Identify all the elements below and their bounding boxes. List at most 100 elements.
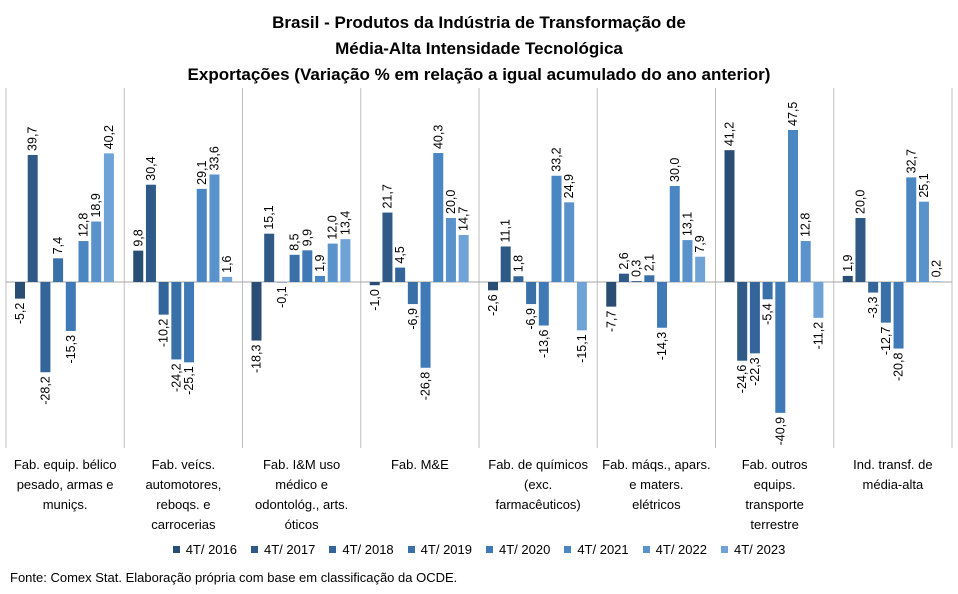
category-label: transporte — [745, 497, 804, 512]
legend-item: 4T/ 2020 — [486, 542, 550, 557]
data-label: 20,0 — [444, 190, 458, 214]
data-label: -12,7 — [879, 327, 893, 356]
legend-item: 4T/ 2018 — [329, 542, 394, 557]
data-label: -18,3 — [250, 345, 264, 374]
bar — [433, 153, 444, 282]
bar — [695, 256, 706, 282]
data-label: -24,6 — [735, 365, 749, 394]
category-label: Fab. I&M uso — [263, 457, 340, 472]
bar — [931, 281, 942, 282]
data-label: -5,2 — [13, 303, 27, 325]
bar — [737, 282, 748, 361]
bar — [775, 282, 786, 413]
legend-swatch — [720, 546, 728, 553]
bar — [749, 282, 760, 354]
legend-label: 4T/ 2019 — [420, 542, 472, 557]
legend-label: 4T/ 2020 — [499, 542, 551, 557]
bar — [251, 282, 262, 341]
bar — [276, 282, 287, 283]
legend-label: 4T/ 2017 — [264, 542, 316, 557]
category-label: reboqs. e — [156, 497, 210, 512]
data-label: 33,6 — [207, 146, 221, 170]
bar — [788, 130, 798, 282]
data-label: 11,1 — [499, 219, 513, 242]
data-label: 12,0 — [326, 215, 340, 239]
data-label: 0,2 — [930, 260, 944, 277]
bar — [15, 282, 25, 299]
category-label: automotores, — [145, 477, 221, 492]
bar — [145, 184, 156, 282]
data-label: -20,8 — [892, 353, 906, 382]
bar — [395, 267, 406, 282]
category-label: média-alta — [863, 477, 924, 492]
data-label: 2,1 — [642, 254, 656, 271]
bar — [209, 174, 220, 282]
data-label: -22,3 — [748, 357, 762, 386]
data-label: -15,3 — [64, 335, 78, 364]
bar — [644, 275, 655, 282]
bar — [340, 239, 351, 282]
category-label: Fab. outros — [742, 457, 808, 472]
data-label: 1,8 — [511, 255, 525, 272]
bar — [369, 282, 380, 286]
category-label: Ind. transf. de — [853, 457, 933, 472]
category-label: Fab. veícs. — [152, 457, 216, 472]
bar — [762, 282, 773, 300]
bar — [813, 282, 824, 318]
legend-swatch — [329, 546, 337, 553]
data-label: 13,1 — [680, 212, 694, 236]
bar — [906, 177, 917, 282]
category-label: médico e — [275, 477, 328, 492]
bar — [551, 175, 562, 282]
category-label: Fab. máqs., apars. — [602, 457, 710, 472]
data-label: 8,5 — [288, 233, 302, 250]
data-label: 9,9 — [300, 229, 314, 246]
legend-item: 4T/ 2023 — [720, 542, 785, 557]
category-label: (exc. — [524, 477, 552, 492]
bar — [445, 218, 456, 282]
bar — [78, 241, 89, 282]
data-label: -40,9 — [773, 417, 787, 446]
bar — [893, 282, 904, 349]
bar — [184, 282, 195, 363]
bar — [657, 282, 668, 328]
chart-title-line-3: Exportações (Variação % em relação a igu… — [187, 65, 771, 84]
legend-swatch — [642, 546, 650, 553]
data-label: 47,5 — [786, 102, 800, 126]
category-label: Fab. M&E — [391, 457, 449, 472]
data-label: 18,9 — [89, 193, 103, 217]
data-label: 0,3 — [630, 260, 644, 277]
data-label: -25,1 — [182, 366, 196, 395]
data-label: 4,5 — [393, 246, 407, 263]
data-label: 7,9 — [693, 235, 707, 252]
bar — [606, 282, 617, 307]
bar — [264, 233, 275, 282]
bar — [407, 282, 418, 305]
legend-item: 4T/ 2021 — [564, 542, 629, 557]
bar — [222, 276, 233, 282]
bar — [855, 218, 866, 282]
category-label: odontológ., arts. — [255, 497, 348, 512]
data-label: 13,4 — [338, 211, 352, 235]
data-label: 12,8 — [77, 213, 91, 237]
category-label: e maters. — [629, 477, 683, 492]
bar — [289, 254, 300, 282]
data-label: -6,9 — [406, 308, 420, 330]
category-label: Fab. de químicos — [488, 457, 588, 472]
data-label: -6,9 — [524, 308, 538, 330]
bar — [171, 282, 182, 360]
bar — [513, 276, 524, 282]
bar — [196, 188, 207, 282]
source-note: Fonte: Comex Stat. Elaboração própria co… — [10, 570, 458, 585]
bar — [918, 201, 929, 282]
data-label: -2,6 — [486, 294, 500, 316]
bar — [133, 250, 144, 282]
legend-swatch — [486, 546, 493, 553]
data-label: 30,0 — [668, 158, 682, 182]
bar — [488, 282, 498, 291]
legend-swatch — [251, 546, 259, 553]
legend-item: 4T/ 2019 — [407, 542, 472, 557]
chart-legend: 4T/ 2016 4T/ 2017 4T/ 2018 4T/ 2019 4T/ 2020… — [0, 542, 958, 557]
data-label: 24,9 — [562, 174, 576, 198]
